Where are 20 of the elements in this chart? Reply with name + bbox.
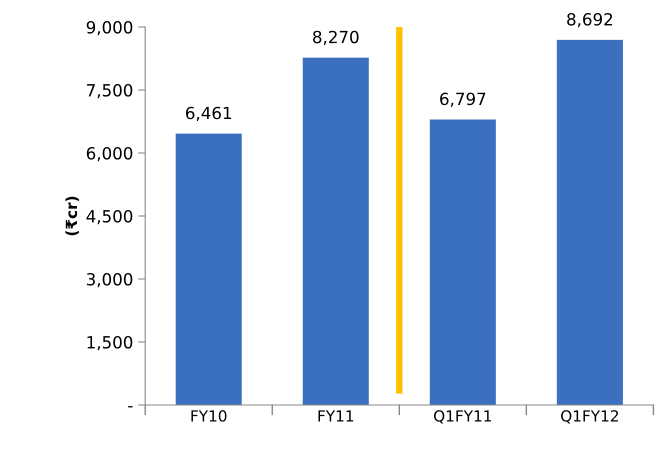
bar	[176, 134, 242, 405]
data-label: 8,692	[567, 12, 612, 28]
data-label: 8,270	[313, 30, 359, 46]
y-tick-label: 7,500	[87, 84, 132, 98]
bar	[556, 40, 623, 405]
y-axis-title: (₹cr)	[65, 196, 79, 236]
data-label: 6,461	[186, 106, 232, 121]
y-tick-label: 3,000	[86, 272, 132, 288]
y-tick-label: -	[128, 406, 133, 408]
x-tick-label: FY11	[318, 410, 354, 422]
x-tick-label: FY10	[191, 410, 226, 422]
y-tick-label: 9,000	[86, 20, 132, 36]
x-tick-label: Q1FY12	[561, 410, 618, 424]
bar	[302, 58, 369, 405]
x-tick-label: Q1FY11	[434, 410, 492, 424]
y-tick-label: 1,500	[88, 336, 132, 350]
y-tick-label: 4,500	[86, 210, 132, 224]
data-label: 6,797	[440, 92, 486, 107]
y-tick-label: 6,000	[86, 146, 132, 162]
bar	[430, 120, 496, 405]
